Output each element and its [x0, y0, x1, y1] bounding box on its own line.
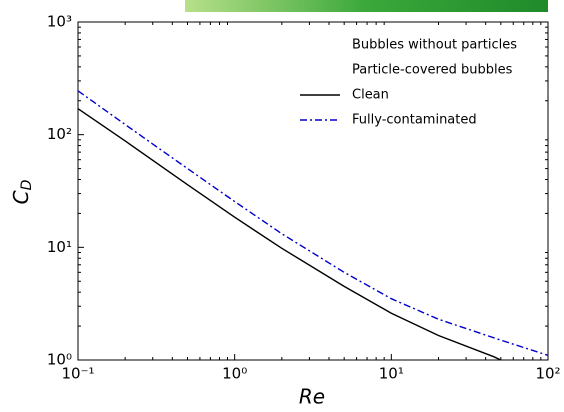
y-axis-label-sub: D [19, 179, 35, 190]
y-tick-label: 10¹ [47, 238, 72, 256]
x-tick-label: 10⁰ [222, 365, 247, 383]
plot-frame [77, 21, 549, 361]
y-axis-label: CD [9, 179, 36, 204]
legend-label: Fully-contaminated [352, 113, 477, 128]
top-banner [185, 0, 548, 12]
legend-label: Clean [352, 88, 389, 103]
y-tick-label: 10⁰ [47, 351, 72, 369]
series-line [77, 90, 549, 357]
legend-header: Particle-covered bubbles [352, 63, 513, 78]
x-tick-label: 10² [535, 365, 560, 383]
x-tick-label: 10⁻¹ [61, 365, 94, 383]
x-tick-label: 10¹ [379, 365, 404, 383]
y-axis-label-main: C [9, 190, 33, 204]
x-axis-label: Re [299, 385, 325, 409]
y-tick-label: 10² [47, 125, 72, 143]
legend-header: Bubbles without particles [352, 38, 517, 53]
y-tick-label: 10³ [47, 13, 72, 31]
series-line [77, 108, 502, 361]
